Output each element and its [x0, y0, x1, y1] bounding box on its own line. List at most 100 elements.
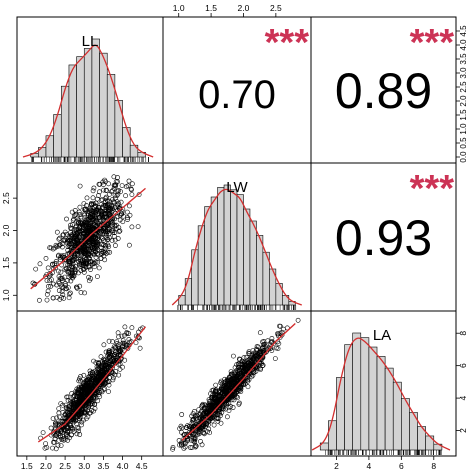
- x-tick-label-LW: 1.5: [205, 3, 217, 13]
- scatter-point: [37, 261, 43, 267]
- scatter-point: [101, 216, 106, 222]
- x-tick-label-LL: 2.5: [59, 461, 71, 471]
- scatter-point: [103, 373, 108, 378]
- scatter-point: [195, 429, 201, 435]
- scatter-point: [252, 362, 258, 368]
- scatter-point: [211, 415, 217, 421]
- scatter-point: [118, 199, 124, 205]
- scatter-point: [110, 228, 116, 233]
- scatter-point: [236, 361, 242, 366]
- scatter-point: [50, 295, 56, 301]
- scatter-point: [113, 179, 119, 185]
- scatter-point: [98, 197, 104, 203]
- histogram-bar-LL: [122, 127, 131, 158]
- scatter-point: [90, 224, 96, 230]
- scatter-point: [30, 280, 36, 286]
- rug-marks-LW: [177, 305, 297, 310]
- scatter-point: [234, 383, 240, 388]
- scatter-point: [83, 219, 89, 225]
- scatter-point: [77, 392, 82, 398]
- scatter-point: [103, 243, 109, 249]
- scatter-point: [74, 224, 79, 229]
- scatter-point: [236, 401, 242, 407]
- scatter-point: [112, 358, 117, 364]
- density-tick-label-LL: 3.5: [459, 53, 468, 65]
- density-curve-LW: [171, 188, 302, 306]
- scatter-point: [250, 372, 256, 378]
- scatter-point: [69, 414, 75, 420]
- scatter-point: [122, 357, 128, 363]
- density-curve-LL: [22, 44, 154, 158]
- scatter-point: [101, 187, 106, 193]
- scatter-point: [125, 215, 130, 221]
- scatter-point: [209, 395, 215, 401]
- histogram-bar-LA: [376, 356, 386, 451]
- scatter-point: [78, 241, 84, 247]
- scatter-point: [87, 368, 93, 374]
- scatter-point: [236, 362, 242, 368]
- scatter-point: [70, 222, 75, 227]
- scatter-point: [93, 200, 99, 206]
- scatter-point: [76, 425, 82, 431]
- scatter-point: [117, 217, 123, 223]
- scatter-point: [76, 384, 82, 390]
- scatter-point: [58, 269, 64, 275]
- scatter-point: [76, 270, 81, 276]
- scatter-points-LL-LA: [38, 324, 145, 452]
- density-tick-label-LL: 1.5: [459, 109, 468, 121]
- scatter-point: [115, 202, 120, 208]
- scatter-point: [78, 253, 84, 259]
- scatter-point: [56, 236, 62, 242]
- scatter-point: [65, 244, 71, 250]
- scatter-point: [261, 348, 267, 354]
- scatter-point: [88, 232, 93, 238]
- scatter-point: [105, 236, 110, 242]
- histogram-bar-LW: [210, 196, 218, 306]
- scatter-point: [68, 290, 73, 296]
- scatter-point: [241, 355, 247, 361]
- scatter-point: [74, 421, 79, 427]
- histogram-bar-LW: [204, 206, 212, 306]
- scatter-point: [192, 439, 197, 445]
- scatter-point: [54, 282, 60, 288]
- scatter-point: [194, 412, 200, 418]
- scatter-point: [106, 382, 112, 388]
- scatter-point: [102, 357, 108, 363]
- scatter-point: [50, 281, 56, 287]
- scatter-point: [115, 191, 121, 197]
- trend-line-LL-LW: [30, 187, 146, 290]
- scatter-point: [78, 220, 83, 226]
- scatter-point: [47, 278, 53, 284]
- scatter-point: [105, 198, 111, 204]
- scatter-point: [92, 264, 98, 270]
- scatter-point: [213, 382, 219, 388]
- scatter-point: [78, 289, 84, 295]
- scatter-point: [62, 229, 68, 235]
- histogram-bar-LL: [114, 100, 123, 158]
- x-tick-label-LL: 4.0: [117, 461, 129, 471]
- density-tick-label-LL: 4.0: [459, 39, 468, 51]
- scatter-point: [68, 222, 73, 228]
- scatter-point: [56, 279, 62, 285]
- scatter-point: [108, 352, 114, 358]
- density-tick-label-LL: 3.0: [459, 67, 468, 79]
- scatter-point: [231, 371, 237, 377]
- histogram-bar-LW: [230, 189, 238, 306]
- scatter-point: [52, 436, 58, 442]
- scatter-point: [63, 286, 69, 291]
- scatter-point: [224, 414, 230, 420]
- scatter-point: [59, 253, 64, 259]
- y-tick-label-LA: 2: [458, 428, 468, 433]
- scatter-point: [138, 326, 143, 332]
- scatter-point: [93, 259, 99, 265]
- scatter-point: [261, 342, 266, 347]
- scatter-point: [61, 437, 67, 443]
- scatter-point: [33, 266, 39, 272]
- scatter-point: [89, 259, 95, 265]
- scatter-point: [67, 262, 73, 268]
- scatter-point: [66, 259, 72, 265]
- scatter-point: [110, 188, 115, 194]
- scatter-point: [192, 423, 197, 428]
- scatter-point: [62, 280, 68, 286]
- scatter-point: [189, 413, 195, 419]
